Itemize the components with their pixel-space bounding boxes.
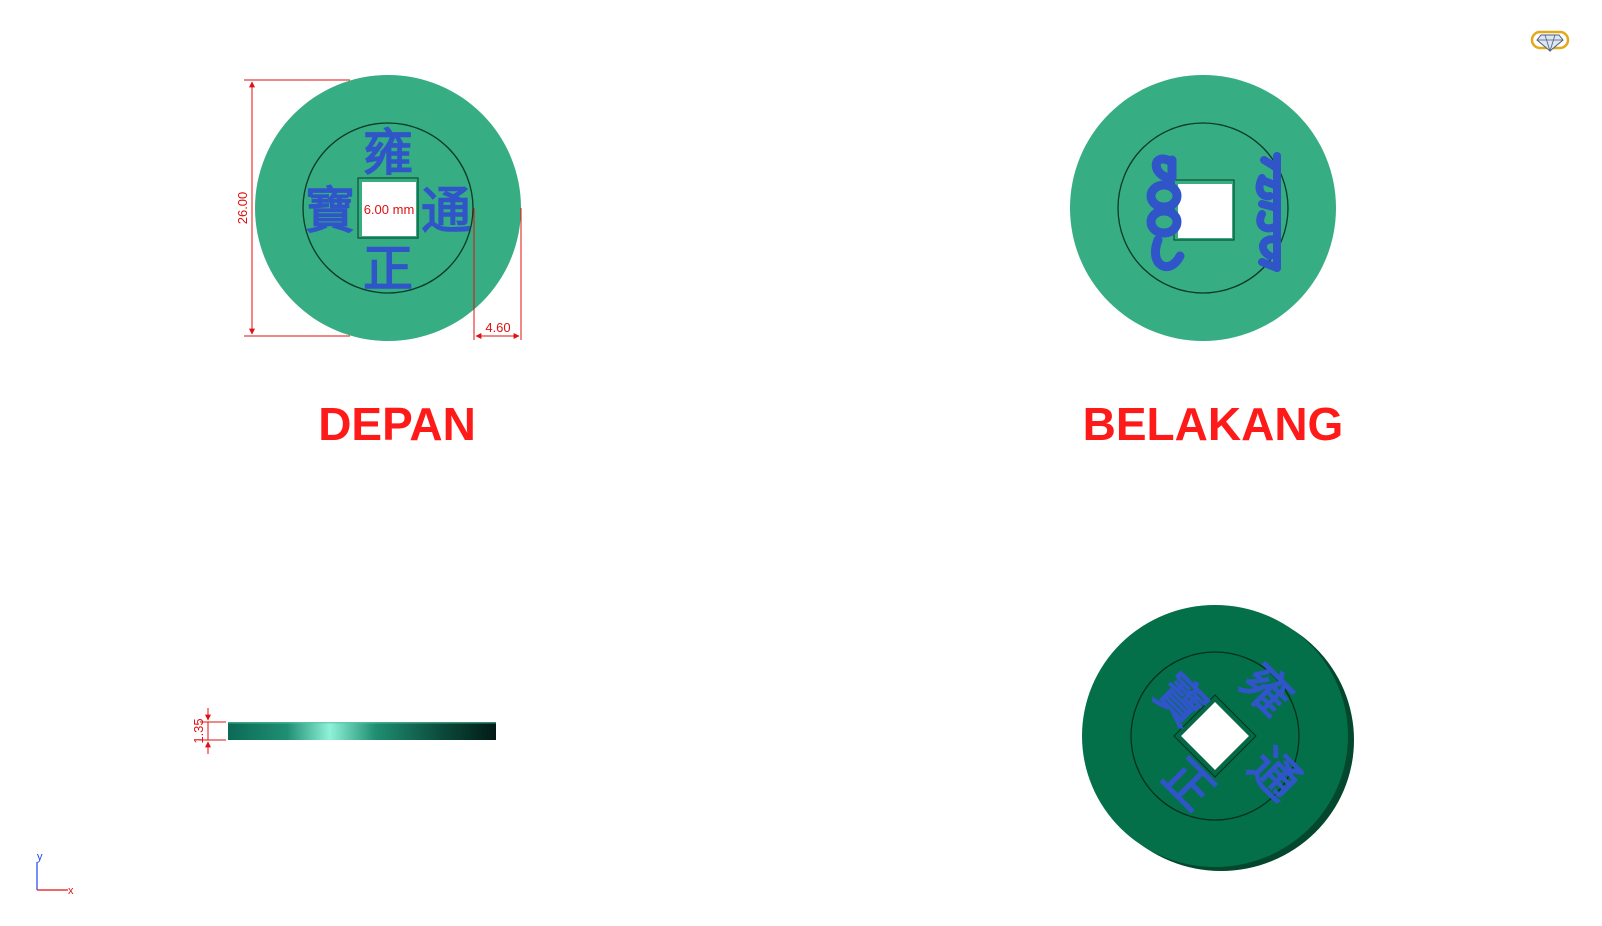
render-mode-gem-icon[interactable]	[1530, 30, 1570, 53]
diameter-dimension: 26.00	[235, 79, 350, 337]
diameter-dimension-label: 26.00	[235, 192, 250, 225]
coin-side-top-edge	[228, 722, 496, 724]
coin-side-profile	[228, 722, 496, 740]
axis-indicator: y x	[36, 851, 74, 897]
hole-dimension-label: 6.00 mm	[364, 202, 415, 217]
back-square-hole	[1178, 184, 1232, 238]
back-view-label: BELAKANG	[1083, 398, 1344, 450]
rim-dimension-label: 4.60	[485, 320, 510, 335]
side-view: 1.35	[191, 708, 496, 754]
perspective-square-hole	[1173, 694, 1257, 778]
front-glyph-right: 通	[421, 182, 471, 240]
axis-x-label: x	[68, 885, 74, 897]
front-square-hole	[362, 182, 416, 236]
axis-y-label: y	[37, 851, 43, 863]
thickness-dimension: 1.35	[191, 708, 226, 754]
rim-dimension: 4.60	[473, 208, 522, 340]
back-manchu-glyph-right	[1255, 152, 1281, 272]
front-view-label: DEPAN	[318, 398, 476, 450]
front-glyph-top: 雍	[363, 124, 413, 182]
back-view: BELAKANG	[1070, 75, 1343, 450]
front-glyph-bottom: 正	[363, 240, 413, 298]
back-manchu-glyph-left	[1146, 154, 1185, 271]
front-view: 雍 正 通 寶 6.00 mm 26.00 4.60 DEPAN	[235, 75, 522, 450]
perspective-view: 雍 通 正 寶	[1082, 605, 1354, 871]
thickness-dimension-label: 1.35	[191, 718, 206, 743]
front-glyph-left: 寶	[305, 182, 355, 240]
